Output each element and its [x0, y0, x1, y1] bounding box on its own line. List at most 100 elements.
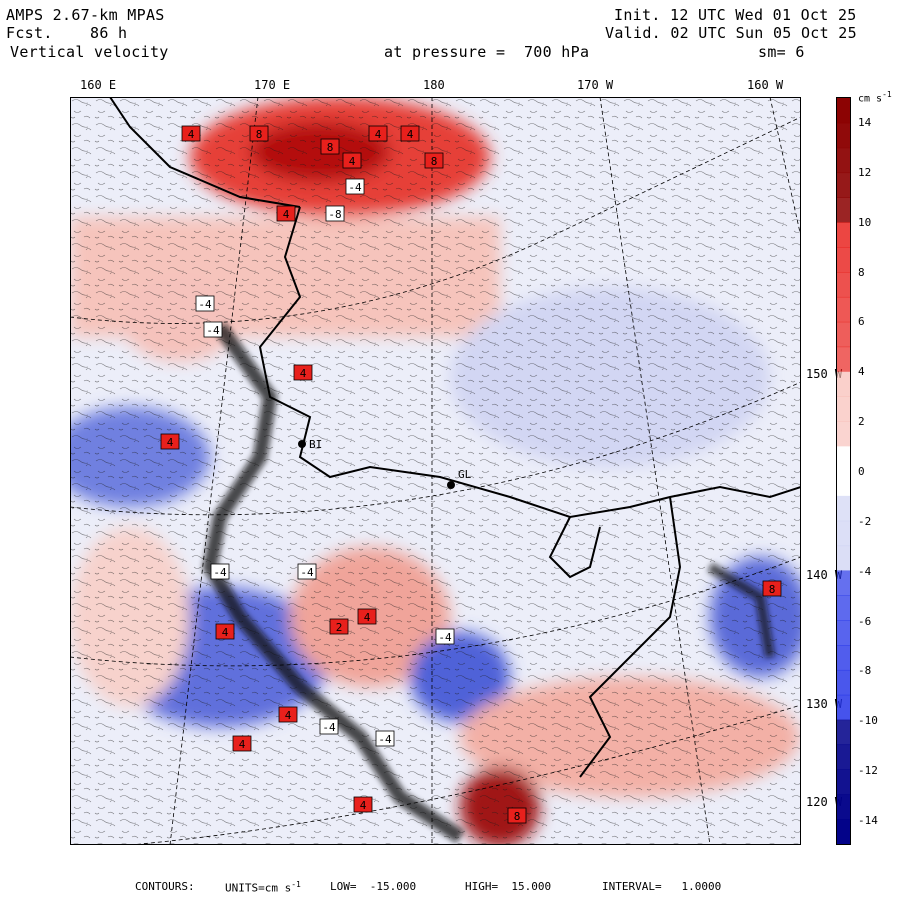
colorbar-bin — [837, 719, 850, 746]
colorbar-tick-label: -10 — [858, 714, 878, 728]
contour-label-box — [276, 205, 296, 222]
contour-label-text: -4 — [348, 181, 362, 194]
contour-label-box — [215, 623, 235, 640]
transantarctic-ridge — [202, 322, 464, 843]
lat-label-140w: 140 W — [805, 568, 844, 582]
station-gl-label: GL — [458, 468, 472, 481]
contour-label-box — [210, 563, 230, 580]
colorbar-bin — [837, 296, 850, 323]
lon-tick-160e: 160 E — [80, 78, 117, 92]
contour-label-box — [345, 178, 365, 195]
lon-tick-170e: 170 E — [254, 78, 291, 92]
contour-label-box — [400, 125, 420, 142]
contour-label-box — [375, 730, 395, 747]
colorbar-bin — [837, 371, 850, 397]
contour-label-text: 8 — [431, 155, 438, 168]
contour-label-box — [762, 580, 782, 597]
contour-label-box — [249, 125, 269, 142]
lon-tick-170w: 170 W — [577, 78, 614, 92]
contour-label-text: 4 — [285, 709, 292, 722]
init-time: Init. 12 UTC Wed 01 Oct 25 — [614, 6, 857, 24]
colorbar-bin — [837, 769, 850, 795]
map-frame — [70, 97, 801, 845]
colorbar-bin — [837, 421, 850, 447]
contour-label-box — [293, 364, 313, 381]
colorbar-tick-label: -12 — [858, 764, 878, 778]
contour-label-text: 4 — [167, 436, 174, 449]
colorbar-bin — [837, 446, 850, 472]
colorbar-bin — [837, 570, 850, 596]
colorbar-bin — [837, 122, 850, 149]
contour-label-box — [368, 125, 388, 142]
colorbar-bin — [837, 595, 850, 621]
contour-label-text: -4 — [206, 324, 220, 337]
station-gl-marker — [447, 481, 455, 489]
colorbar-bin — [837, 819, 850, 844]
contour-label-text: 8 — [514, 810, 521, 823]
contour-label-box — [325, 205, 345, 222]
colorbar-units: cm s-1 — [858, 90, 892, 105]
contour-label-text: -4 — [198, 298, 212, 311]
contour-label-text: 8 — [256, 128, 263, 141]
lat-label-130w: 130 W — [805, 697, 844, 711]
colorbar-bin — [837, 694, 850, 721]
vertical-velocity-map: BI GL 4 8 4 4 8 4 8 -4 -8 4 -4 -4 4 4 -4 -4 2 4 4 4 -4 4 -4 4 8 8… — [70, 97, 801, 845]
mountain-ridge-field — [202, 322, 775, 843]
footer-interval: INTERVAL= 1.0000 — [602, 880, 722, 893]
coast-inlet — [548, 516, 601, 579]
contour-label-text: -4 — [322, 721, 336, 734]
contour-label-box — [232, 735, 252, 752]
colorbar-bin — [837, 396, 850, 422]
field-name: Vertical velocity — [10, 43, 169, 61]
colorbar-bin — [837, 321, 850, 348]
colorbar-bin — [837, 346, 850, 373]
contour-label-box — [297, 563, 317, 580]
colorbar-tick-label: 14 — [858, 115, 872, 129]
contour-label-text: 4 — [360, 799, 367, 812]
lon-tick-180: 180 — [423, 78, 445, 92]
colorbar-bin — [837, 272, 850, 298]
contour-labels: 4 8 4 4 8 4 8 -4 -8 4 -4 -4 4 4 -4 -4 2 4 4 4 -4 4 -4 4 8 8 -4 — [160, 125, 782, 824]
colorbar-tick-label: 0 — [858, 465, 865, 478]
colorbar-bin — [837, 247, 850, 273]
colorbar-bin — [837, 172, 850, 198]
valid-time: Valid. 02 UTC Sun 05 Oct 25 — [605, 24, 857, 42]
colorbar-bin — [837, 520, 850, 547]
contour-label-box — [342, 152, 362, 169]
colorbar-tick-label: 12 — [858, 165, 872, 179]
contour-label-text: 2 — [336, 621, 343, 634]
colorbar-tick-label: -8 — [858, 664, 872, 678]
east-ridge — [707, 562, 775, 658]
colorbar-bin — [837, 645, 850, 671]
contour-label-box — [160, 433, 180, 450]
contour-label-box — [435, 628, 455, 645]
coastline-north — [109, 97, 301, 208]
contour-label-text: -8 — [328, 208, 341, 221]
colorbar-bin — [837, 197, 850, 223]
footer-low: LOW= -15.000 — [330, 880, 417, 893]
colorbar-bin — [837, 545, 850, 571]
colorbar-tick-label: -14 — [858, 814, 878, 828]
colorbar-bin — [837, 744, 850, 770]
coastline — [258, 206, 801, 519]
colorbar-bin — [837, 147, 850, 174]
contour-label-text: -4 — [300, 566, 314, 579]
colorbar-tick-label: 4 — [858, 365, 865, 379]
colorbar-tick-label: 8 — [858, 265, 865, 279]
contour-label-text: 4 — [188, 128, 195, 141]
contour-label-box — [329, 618, 349, 635]
colorbar-tick-label: -6 — [858, 614, 872, 628]
colorbar-bin — [837, 98, 850, 124]
colorbar-tick-label: 2 — [858, 415, 865, 429]
colorbar-bin — [837, 620, 850, 646]
contour-label-box — [320, 138, 340, 155]
contour-label-text: 4 — [239, 738, 246, 751]
forecast-label: Fcst. 86 h — [6, 24, 128, 42]
contour-label-box — [278, 706, 298, 723]
contour-label-text: 4 — [300, 367, 307, 380]
colorbar-tick-label: -4 — [858, 564, 872, 578]
station-bi-label: BI — [309, 438, 322, 451]
contour-label-box — [507, 807, 527, 824]
colorbar-bin — [837, 222, 850, 248]
pressure-level: at pressure = 700 hPa — [384, 43, 590, 61]
